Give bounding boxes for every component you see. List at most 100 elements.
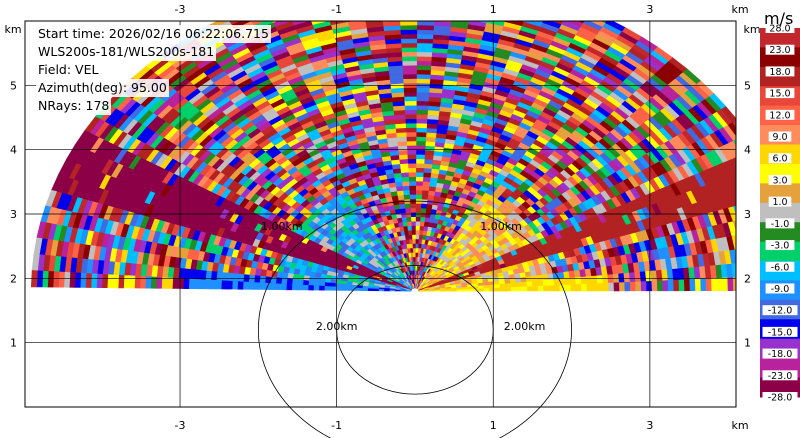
velocity-cell (423, 21, 435, 22)
velocity-cell (318, 285, 325, 291)
velocity-cell (748, 185, 759, 201)
velocity-cell (732, 189, 736, 200)
velocity-cell (575, 283, 582, 292)
range-ring-label: 2.00km (504, 320, 546, 333)
velocity-cell (543, 284, 550, 292)
velocity-cell (424, 212, 431, 218)
velocity-cell (416, 38, 434, 44)
velocity-cell (417, 3, 435, 8)
velocity-cell (507, 9, 526, 18)
velocity-cell (415, 144, 426, 151)
velocity-cell (403, 91, 417, 97)
velocity-cell (306, 3, 325, 12)
velocity-cell (405, 131, 417, 137)
velocity-cell (546, 10, 566, 20)
velocity-cell (85, 273, 92, 288)
velocity-cell (433, 21, 452, 27)
velocity-cell (409, 194, 416, 200)
velocity-cell (418, 229, 424, 236)
velocity-cell (408, 176, 417, 182)
velocity-cell (509, 4, 529, 13)
colorbar-label: 23.0 (769, 45, 790, 56)
velocity-cell (585, 275, 593, 284)
velocity-cell (399, 290, 406, 292)
velocity-cell (408, 189, 417, 195)
velocity-cell (512, 0, 532, 5)
velocity-cell (364, 21, 383, 24)
velocity-cell (286, 3, 306, 12)
velocity-cell (220, 280, 228, 290)
velocity-cell (397, 149, 408, 156)
velocity-cell (667, 279, 675, 292)
instrument-label: WLS200s-181/WLS200s-181 (36, 43, 217, 61)
y-axis-unit: km (743, 23, 760, 36)
velocity-cell (415, 220, 421, 227)
velocity-cell (101, 273, 109, 289)
velocity-cell (226, 280, 233, 290)
velocity-cell (401, 64, 417, 71)
velocity-cell (329, 282, 336, 288)
y-tick-label-right: 3 (744, 208, 751, 221)
velocity-cell (402, 69, 417, 75)
velocity-cell (422, 180, 431, 187)
y-tick-label-left: 4 (10, 144, 17, 157)
velocity-cell (117, 274, 125, 289)
x-tick-label-top: -3 (175, 3, 186, 16)
velocity-cell (415, 158, 425, 164)
velocity-cell (516, 286, 523, 292)
velocity-cell (406, 149, 417, 155)
velocity-cell (171, 277, 179, 289)
velocity-cell (415, 162, 425, 169)
velocity-cell (407, 158, 417, 164)
velocity-cell (416, 46, 433, 53)
velocity-cell (415, 225, 420, 231)
velocity-cell (419, 216, 426, 222)
velocity-cell (402, 73, 417, 80)
velocity-cell (313, 281, 320, 287)
velocity-cell (394, 289, 401, 292)
velocity-cell (537, 279, 544, 287)
velocity-cell (282, 0, 302, 4)
velocity-cell (415, 136, 427, 142)
velocity-cell (533, 0, 554, 2)
velocity-cell (415, 100, 429, 106)
velocity-cell (741, 170, 753, 186)
velocity-cell (41, 270, 49, 288)
velocity-cell (402, 78, 417, 84)
velocity-cell (416, 29, 434, 35)
velocity-cell (629, 281, 637, 292)
velocity-cell (414, 243, 419, 249)
colorbar-label: -6.0 (771, 262, 790, 273)
velocity-cell (204, 279, 212, 290)
velocity-cell (694, 278, 702, 292)
velocity-cell (552, 0, 572, 8)
velocity-cell (383, 289, 390, 292)
colorbar-label: -3.0 (771, 241, 790, 252)
velocity-cell (732, 156, 736, 165)
velocity-cell (504, 21, 524, 27)
velocity-cell (732, 138, 736, 146)
velocity-cell (407, 171, 417, 178)
velocity-cell (454, 0, 473, 2)
velocity-cell (302, 279, 310, 286)
velocity-cell (405, 290, 412, 292)
velocity-cell (415, 202, 422, 209)
velocity-cell (399, 0, 418, 3)
velocity-cell (737, 263, 744, 277)
velocity-cell (288, 8, 308, 17)
velocity-cell (420, 207, 427, 214)
colorbar-label: 18.0 (769, 67, 790, 78)
velocity-cell (381, 3, 400, 9)
velocity-cell (258, 282, 266, 290)
velocity-cell (560, 21, 581, 31)
velocity-cell (244, 2, 264, 13)
velocity-cell (410, 220, 416, 227)
velocity-cell (635, 280, 642, 292)
velocity-cell (541, 21, 562, 29)
velocity-cell (345, 10, 364, 17)
y-axis-unit: km (4, 23, 21, 36)
velocity-cell (415, 122, 428, 129)
velocity-cell (510, 0, 530, 9)
velocity-cell (483, 287, 490, 292)
